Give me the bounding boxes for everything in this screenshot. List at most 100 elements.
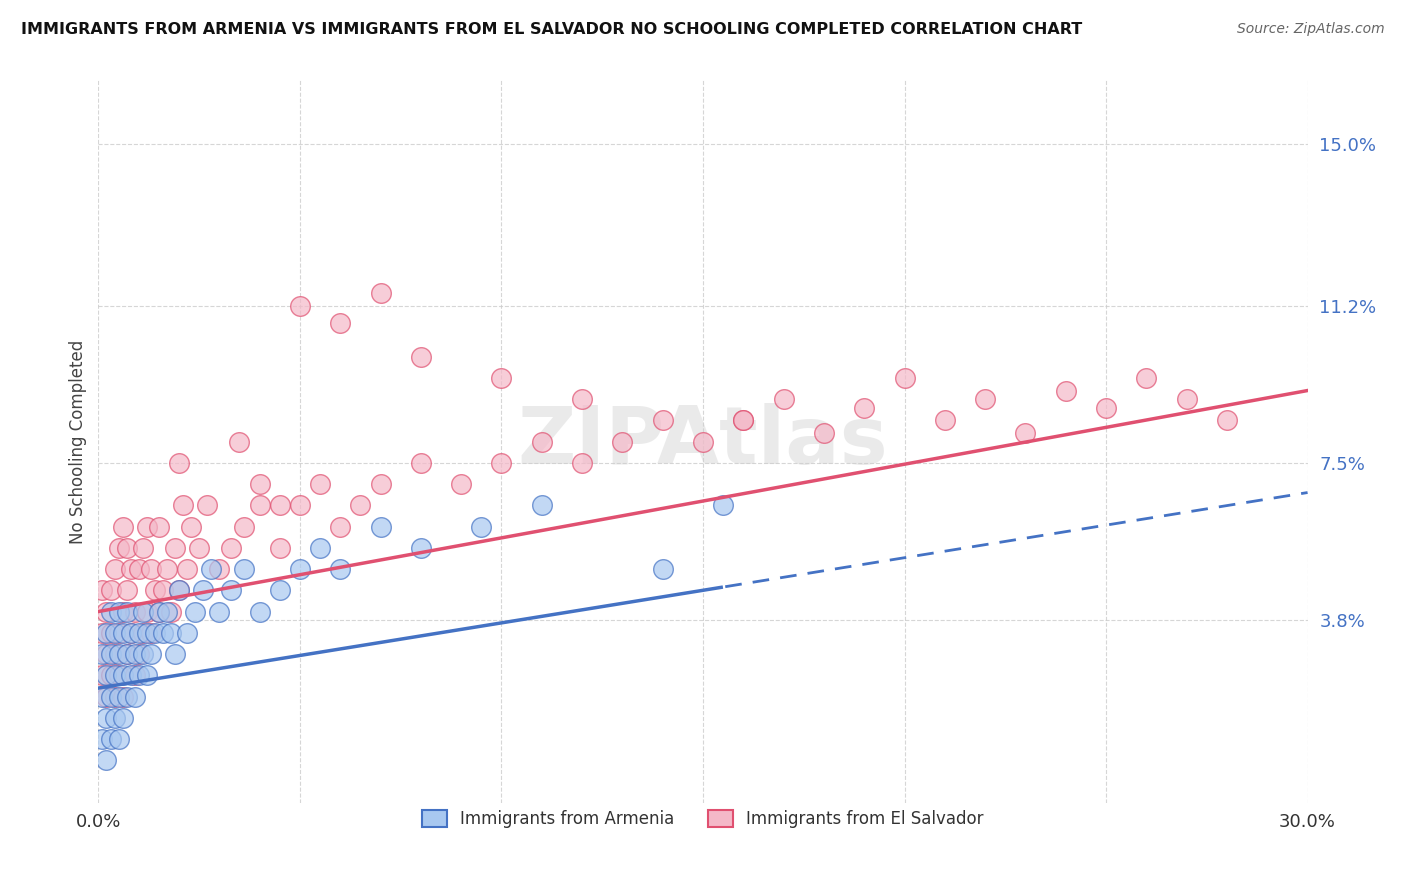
- Text: Source: ZipAtlas.com: Source: ZipAtlas.com: [1237, 22, 1385, 37]
- Point: [651, 413, 673, 427]
- Point: [156, 605, 179, 619]
- Point: [249, 477, 271, 491]
- Point: [893, 371, 915, 385]
- Point: [232, 562, 254, 576]
- Point: [100, 605, 122, 619]
- Point: [491, 371, 513, 385]
- Point: [934, 413, 956, 427]
- Point: [91, 732, 114, 747]
- Point: [132, 625, 155, 640]
- Point: [188, 541, 211, 555]
- Legend: Immigrants from Armenia, Immigrants from El Salvador: Immigrants from Armenia, Immigrants from…: [412, 799, 994, 838]
- Point: [1175, 392, 1198, 406]
- Point: [91, 625, 114, 640]
- Point: [115, 541, 138, 555]
- Point: [269, 583, 291, 598]
- Point: [103, 690, 125, 704]
- Point: [450, 477, 472, 491]
- Point: [692, 434, 714, 449]
- Point: [107, 647, 129, 661]
- Point: [124, 647, 146, 661]
- Y-axis label: No Schooling Completed: No Schooling Completed: [69, 340, 87, 543]
- Point: [96, 711, 118, 725]
- Point: [221, 541, 243, 555]
- Point: [853, 401, 876, 415]
- Point: [530, 498, 553, 512]
- Point: [813, 425, 835, 440]
- Point: [232, 519, 254, 533]
- Point: [115, 605, 138, 619]
- Point: [160, 625, 183, 640]
- Point: [132, 605, 155, 619]
- Point: [96, 753, 118, 767]
- Point: [470, 519, 492, 533]
- Point: [135, 519, 157, 533]
- Point: [128, 647, 150, 661]
- Point: [103, 668, 125, 682]
- Point: [111, 519, 134, 533]
- Point: [100, 583, 122, 598]
- Point: [180, 519, 202, 533]
- Point: [200, 562, 222, 576]
- Point: [1135, 371, 1157, 385]
- Point: [612, 434, 634, 449]
- Point: [152, 625, 174, 640]
- Point: [115, 690, 138, 704]
- Point: [107, 541, 129, 555]
- Point: [309, 541, 332, 555]
- Point: [163, 647, 186, 661]
- Point: [329, 316, 352, 330]
- Point: [96, 625, 118, 640]
- Point: [100, 668, 122, 682]
- Point: [269, 498, 291, 512]
- Point: [309, 477, 332, 491]
- Point: [100, 732, 122, 747]
- Point: [139, 647, 162, 661]
- Point: [370, 285, 392, 300]
- Point: [96, 647, 118, 661]
- Point: [163, 541, 186, 555]
- Point: [115, 583, 138, 598]
- Point: [148, 605, 170, 619]
- Point: [329, 562, 352, 576]
- Point: [128, 668, 150, 682]
- Point: [111, 668, 134, 682]
- Point: [349, 498, 371, 512]
- Point: [288, 498, 311, 512]
- Point: [733, 413, 755, 427]
- Point: [288, 299, 311, 313]
- Point: [269, 541, 291, 555]
- Point: [100, 625, 122, 640]
- Point: [772, 392, 794, 406]
- Point: [124, 605, 146, 619]
- Point: [124, 668, 146, 682]
- Point: [184, 605, 207, 619]
- Point: [208, 562, 231, 576]
- Point: [409, 350, 432, 364]
- Point: [370, 519, 392, 533]
- Point: [96, 668, 118, 682]
- Point: [135, 668, 157, 682]
- Point: [91, 668, 114, 682]
- Point: [128, 625, 150, 640]
- Point: [249, 498, 271, 512]
- Point: [370, 477, 392, 491]
- Point: [143, 583, 166, 598]
- Point: [139, 562, 162, 576]
- Text: IMMIGRANTS FROM ARMENIA VS IMMIGRANTS FROM EL SALVADOR NO SCHOOLING COMPLETED CO: IMMIGRANTS FROM ARMENIA VS IMMIGRANTS FR…: [21, 22, 1083, 37]
- Point: [733, 413, 755, 427]
- Point: [409, 456, 432, 470]
- Point: [107, 625, 129, 640]
- Point: [103, 562, 125, 576]
- Point: [195, 498, 218, 512]
- Point: [96, 605, 118, 619]
- Point: [91, 690, 114, 704]
- Point: [96, 690, 118, 704]
- Point: [491, 456, 513, 470]
- Point: [135, 625, 157, 640]
- Point: [1216, 413, 1239, 427]
- Point: [152, 583, 174, 598]
- Point: [176, 562, 198, 576]
- Point: [193, 583, 215, 598]
- Point: [571, 392, 593, 406]
